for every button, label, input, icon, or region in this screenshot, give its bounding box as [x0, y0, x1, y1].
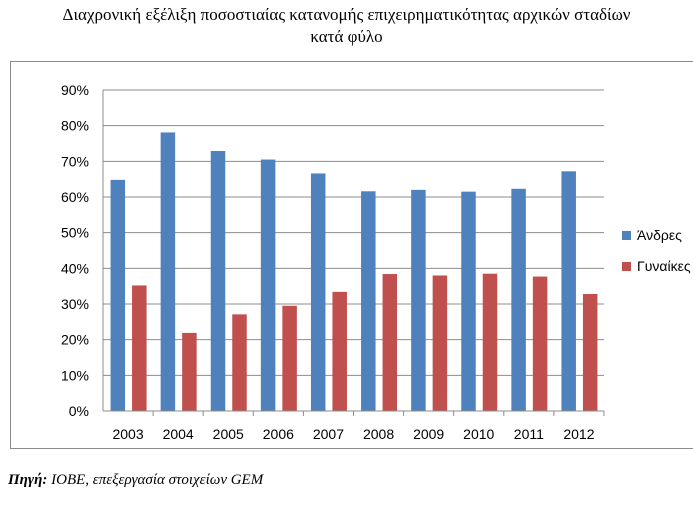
bar-women-2008	[382, 274, 398, 411]
legend-label-men: Άνδρες	[637, 227, 682, 243]
x-tick-label: 2011	[514, 426, 544, 442]
legend-label-women: Γυναίκες	[637, 258, 691, 274]
y-tick-label: 10%	[61, 367, 89, 383]
source-label: Πηγή:	[8, 472, 48, 488]
bar-men-2011	[511, 188, 526, 411]
x-tick-label: 2006	[263, 426, 294, 442]
x-tick-label: 2012	[563, 426, 594, 442]
chart-title: Διαχρονική εξέλιξη ποσοστιαίας κατανομής…	[0, 4, 693, 48]
x-tick-label: 2009	[413, 426, 444, 442]
y-tick-label: 60%	[61, 189, 89, 205]
y-tick-label: 20%	[61, 332, 89, 348]
source-note: Πηγή: ΙΟΒΕ, επεξεργασία στοιχείων GEM	[8, 472, 263, 489]
x-tick-label: 2008	[363, 426, 394, 442]
x-tick-label: 2007	[313, 426, 344, 442]
x-tick-label: 2004	[163, 426, 194, 442]
bar-men-2009	[411, 189, 426, 411]
bar-women-2003	[132, 285, 147, 411]
y-tick-label: 90%	[61, 82, 89, 98]
bar-women-2006	[282, 305, 297, 411]
legend-swatch-women	[622, 262, 631, 271]
y-tick-label: 0%	[69, 403, 89, 419]
bar-men-2005	[210, 150, 226, 412]
source-text: ΙΟΒΕ, επεξεργασία στοιχείων GEM	[47, 472, 264, 488]
bar-women-2005	[232, 314, 247, 411]
y-tick-label: 70%	[61, 153, 89, 169]
legend-swatch-men	[622, 231, 631, 240]
bar-men-2006	[260, 159, 276, 411]
bar-women-2007	[332, 291, 347, 411]
bar-women-2012	[582, 294, 598, 411]
y-tick-label: 50%	[61, 225, 89, 241]
bar-men-2008	[361, 191, 376, 411]
x-tick-label: 2005	[213, 426, 244, 442]
bar-men-2010	[461, 191, 476, 411]
bar-men-2007	[310, 173, 326, 411]
bar-women-2009	[432, 275, 448, 411]
x-tick-label: 2003	[112, 426, 143, 442]
x-tick-label: 2010	[463, 426, 494, 442]
bar-men-2003	[110, 179, 126, 411]
y-tick-label: 80%	[61, 118, 89, 134]
bar-women-2011	[532, 276, 548, 411]
y-tick-label: 40%	[61, 260, 89, 276]
y-tick-label: 30%	[61, 296, 89, 312]
bar-men-2012	[561, 171, 576, 411]
bar-men-2004	[160, 132, 176, 411]
chart-title-line-2: κατά φύλο	[310, 27, 383, 46]
bar-women-2010	[482, 273, 498, 411]
chart-title-line-1: Διαχρονική εξέλιξη ποσοστιαίας κατανομής…	[62, 5, 631, 24]
bar-women-2004	[182, 332, 197, 411]
